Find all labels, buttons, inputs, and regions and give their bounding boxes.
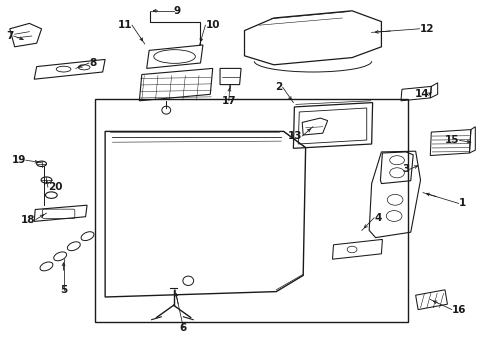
Text: 14: 14 <box>414 89 428 99</box>
Text: 15: 15 <box>444 135 459 145</box>
Text: 9: 9 <box>173 6 181 16</box>
Text: 1: 1 <box>458 198 465 208</box>
Text: 5: 5 <box>60 285 67 295</box>
Text: 13: 13 <box>287 131 302 141</box>
Text: 2: 2 <box>275 82 282 92</box>
Text: 17: 17 <box>221 96 236 106</box>
Text: 6: 6 <box>180 323 186 333</box>
Text: 12: 12 <box>419 24 433 34</box>
Text: 20: 20 <box>48 182 62 192</box>
Text: 19: 19 <box>12 155 26 165</box>
Text: 10: 10 <box>205 20 220 30</box>
Text: 18: 18 <box>21 215 36 225</box>
Bar <box>95 99 407 322</box>
Text: 8: 8 <box>89 58 96 68</box>
Text: 11: 11 <box>117 20 132 30</box>
Text: 4: 4 <box>373 213 381 223</box>
Text: 3: 3 <box>402 164 409 174</box>
Text: 7: 7 <box>6 31 14 41</box>
Text: 16: 16 <box>451 305 466 315</box>
